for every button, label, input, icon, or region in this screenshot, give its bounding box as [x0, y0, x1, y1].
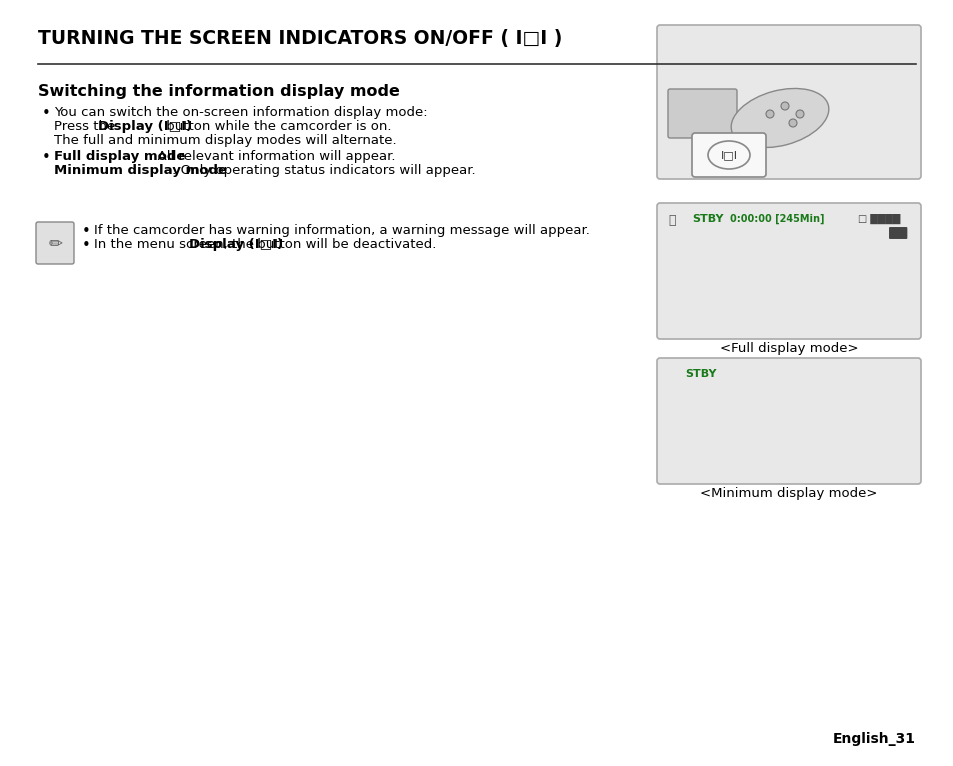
Text: •: •	[42, 150, 51, 165]
Text: : Only operating status indicators will appear.: : Only operating status indicators will …	[172, 164, 476, 177]
Circle shape	[788, 119, 796, 127]
Text: STBY: STBY	[691, 214, 722, 224]
Circle shape	[795, 110, 803, 118]
FancyBboxPatch shape	[657, 203, 920, 339]
Text: Press the: Press the	[54, 120, 119, 133]
Text: button while the camcorder is on.: button while the camcorder is on.	[162, 120, 391, 133]
Text: 0:00:00 [245Min]: 0:00:00 [245Min]	[729, 214, 823, 224]
Text: Switching the information display mode: Switching the information display mode	[38, 84, 399, 99]
Text: •: •	[82, 238, 91, 253]
Text: <Minimum display mode>: <Minimum display mode>	[700, 487, 877, 500]
FancyBboxPatch shape	[667, 89, 737, 138]
Text: Display (I□I): Display (I□I)	[189, 238, 283, 251]
Text: In the menu screen, the: In the menu screen, the	[94, 238, 258, 251]
Text: ✏: ✏	[48, 234, 62, 252]
Text: HQ: HQ	[889, 228, 905, 238]
Text: button will be deactivated.: button will be deactivated.	[253, 238, 436, 251]
Ellipse shape	[730, 88, 828, 148]
Text: If the camcorder has warning information, a warning message will appear.: If the camcorder has warning information…	[94, 224, 589, 237]
Text: The full and minimum display modes will alternate.: The full and minimum display modes will …	[54, 134, 396, 147]
FancyBboxPatch shape	[691, 133, 765, 177]
Text: You can switch the on-screen information display mode:: You can switch the on-screen information…	[54, 106, 427, 119]
FancyBboxPatch shape	[36, 222, 74, 264]
Circle shape	[765, 110, 773, 118]
FancyBboxPatch shape	[657, 358, 920, 484]
Circle shape	[781, 102, 788, 110]
Text: STBY: STBY	[684, 369, 716, 379]
Text: English_31: English_31	[832, 732, 915, 746]
Text: •: •	[82, 224, 91, 239]
Text: •: •	[42, 106, 51, 121]
Text: □ ████: □ ████	[857, 214, 900, 224]
Text: Minimum display mode: Minimum display mode	[54, 164, 227, 177]
Text: 📹: 📹	[667, 214, 675, 227]
Text: <Full display mode>: <Full display mode>	[719, 342, 858, 355]
Ellipse shape	[707, 141, 749, 169]
Text: Full display mode: Full display mode	[54, 150, 185, 163]
FancyBboxPatch shape	[657, 25, 920, 179]
Text: TURNING THE SCREEN INDICATORS ON/OFF ( I□I ): TURNING THE SCREEN INDICATORS ON/OFF ( I…	[38, 29, 561, 48]
Text: Display (I□I): Display (I□I)	[98, 120, 192, 133]
Text: I□I: I□I	[720, 150, 737, 160]
Text: : All relevant information will appear.: : All relevant information will appear.	[149, 150, 395, 163]
